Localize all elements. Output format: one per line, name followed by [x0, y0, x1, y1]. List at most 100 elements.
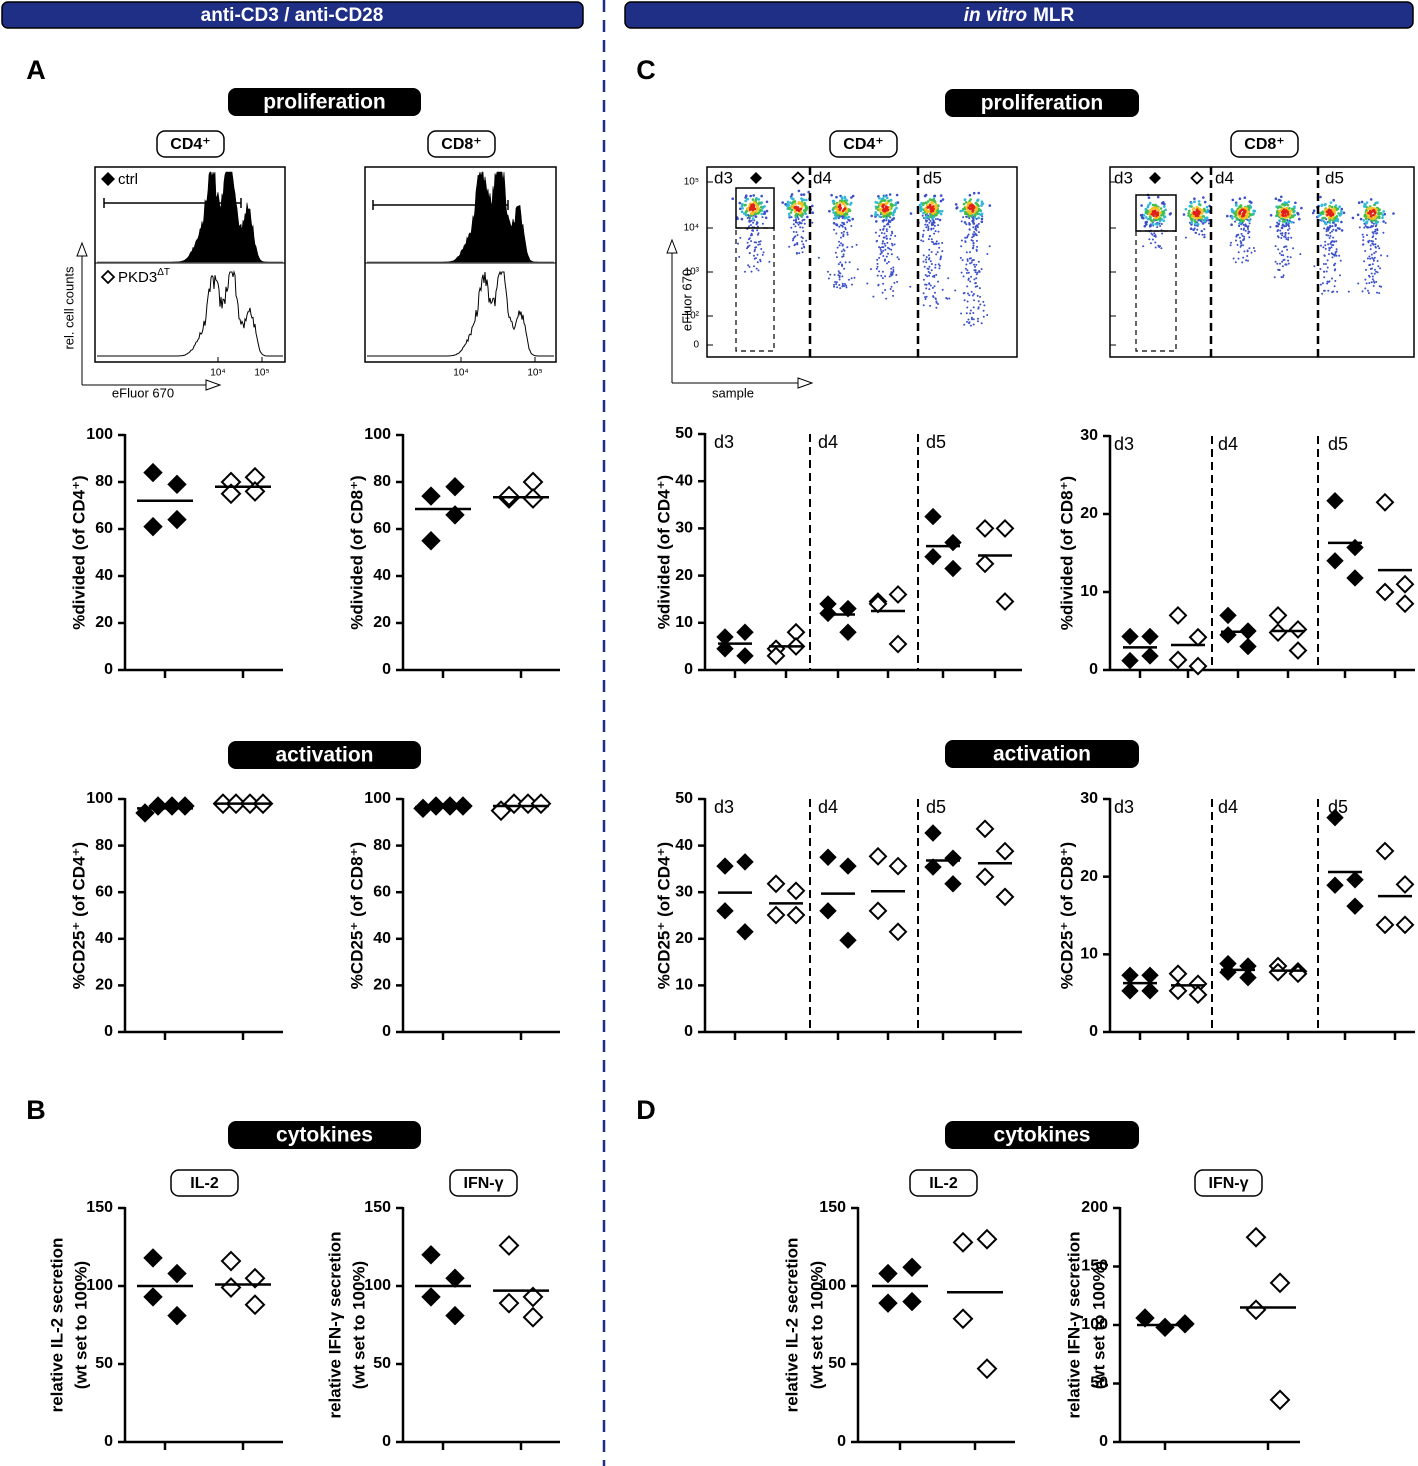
event-dot: [841, 275, 844, 278]
event-dot: [1321, 292, 1324, 295]
event-dot: [885, 223, 888, 226]
event-dot: [1367, 241, 1370, 244]
event-dot: [977, 216, 981, 220]
event-dot: [972, 242, 975, 245]
histogram-xlabel: eFluor 670: [112, 385, 174, 400]
event-dot: [1279, 199, 1282, 202]
event-dot: [937, 242, 940, 245]
event-dot: [882, 227, 885, 230]
event-dot: [1241, 212, 1245, 215]
event-dot: [872, 295, 875, 298]
event-dot: [934, 263, 937, 266]
event-dot: [1243, 196, 1247, 199]
y-axis-label: %divided (of CD8⁺): [347, 475, 366, 629]
data-point: [975, 518, 995, 538]
event-dot: [751, 198, 755, 201]
event-dot: [1241, 234, 1244, 237]
event-dot: [1333, 264, 1336, 267]
event-dot: [806, 215, 809, 219]
event-dot: [1278, 252, 1281, 255]
event-dot: [1331, 221, 1334, 224]
event-dot: [925, 283, 928, 286]
subset-box: [156, 130, 225, 158]
event-dot: [1281, 232, 1284, 235]
event-dot: [880, 251, 883, 254]
event-dot: [1278, 268, 1280, 271]
event-dot: [980, 200, 984, 203]
data-point: [1288, 620, 1308, 639]
event-dot: [1372, 235, 1375, 238]
arrow-head: [666, 238, 678, 254]
event-dot: [1243, 227, 1245, 230]
event-dot: [1203, 219, 1206, 223]
event-dot: [885, 219, 888, 222]
event-dot: [883, 232, 886, 235]
event-dot: [886, 241, 889, 244]
event-dot: [750, 219, 753, 222]
event-dot: [977, 191, 980, 195]
event-dot: [1326, 259, 1329, 262]
event-dot: [969, 251, 971, 254]
event-dot: [988, 204, 992, 207]
y-tick-label: 0: [1089, 1023, 1098, 1040]
event-dot: [755, 205, 759, 209]
event-dot: [1287, 232, 1290, 235]
y-tick-label: 40: [373, 567, 391, 584]
event-dot: [1247, 232, 1250, 235]
data-point: [878, 1293, 898, 1313]
event-dot: [1330, 241, 1333, 244]
event-dot: [1234, 261, 1237, 264]
event-dot: [1370, 272, 1373, 275]
event-dot: [921, 235, 924, 238]
event-dot: [975, 234, 978, 237]
event-dot: [1299, 253, 1302, 256]
event-dot: [972, 246, 975, 249]
event-dot: [1340, 220, 1343, 224]
event-dot: [1322, 246, 1325, 249]
event-dot: [1160, 223, 1163, 225]
event-dot: [969, 324, 972, 327]
event-dot: [1327, 243, 1330, 246]
event-dot: [796, 216, 799, 219]
event-dot: [1329, 231, 1332, 234]
event-dot: [881, 277, 884, 280]
event-dot: [928, 258, 930, 261]
event-dot: [1328, 219, 1331, 222]
event-dot: [890, 273, 893, 276]
section-pill: [945, 740, 1139, 768]
event-dot: [971, 294, 974, 297]
event-dot: [1282, 276, 1284, 278]
event-dot: [1158, 246, 1161, 248]
event-dot: [972, 323, 975, 326]
event-dot: [788, 214, 791, 218]
event-dot: [960, 245, 963, 248]
event-dot: [753, 241, 756, 244]
event-dot: [1283, 258, 1286, 261]
event-dot: [892, 217, 896, 220]
data-point: [1375, 841, 1395, 861]
event-dot: [1325, 270, 1328, 273]
event-dot: [892, 294, 895, 297]
event-dot: [1193, 200, 1196, 203]
event-dot: [976, 245, 979, 248]
event-dot: [1384, 222, 1387, 224]
event-dot: [895, 206, 898, 210]
event-dot: [805, 239, 808, 242]
event-dot: [1273, 276, 1276, 279]
data-point: [944, 875, 962, 893]
event-dot: [1377, 245, 1380, 248]
event-dot: [801, 240, 803, 243]
event-dot: [1187, 211, 1190, 215]
y-tick-label: 100: [86, 790, 113, 807]
event-dot: [1328, 253, 1330, 256]
event-dot: [757, 243, 760, 246]
event-dot: [1330, 252, 1333, 255]
subset-box: [449, 1169, 518, 1197]
panel-letter: B: [26, 1095, 46, 1125]
event-dot: [1364, 225, 1367, 227]
event-dot: [881, 242, 884, 245]
event-dot: [892, 266, 895, 269]
data-point: [1168, 650, 1188, 670]
event-dot: [1232, 257, 1235, 260]
y-tick-label: 60: [95, 883, 113, 900]
